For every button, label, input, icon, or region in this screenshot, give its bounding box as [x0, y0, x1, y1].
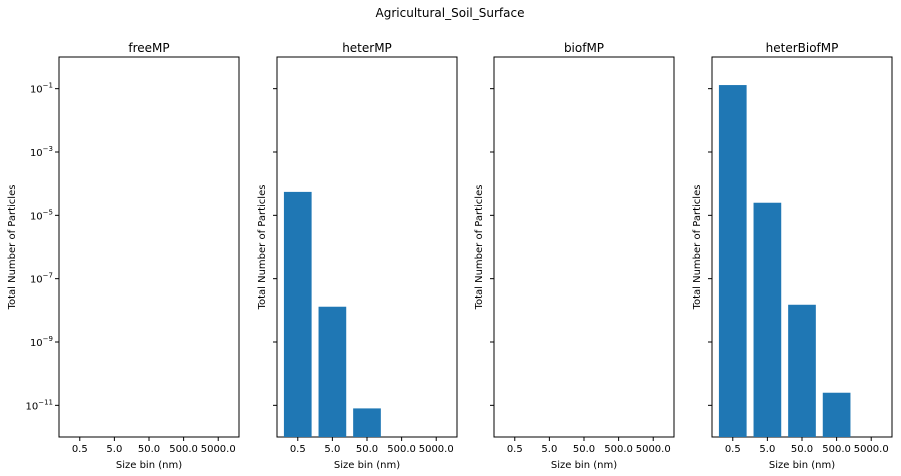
x-tick-label: 50.0 [573, 444, 595, 455]
panel-biofMP: biofMP Size bin (nm) Total Number of Par… [474, 41, 675, 471]
panel-title: freeMP [128, 41, 169, 55]
x-tick-label: 5000.0 [419, 444, 454, 455]
x-axis-label: Size bin (nm) [116, 460, 182, 471]
figure-suptitle: Agricultural_Soil_Surface [376, 6, 525, 20]
x-tick-label: 0.5 [290, 444, 306, 455]
y-axis-label: Total Number of Particles [7, 185, 18, 311]
x-tick-label: 50.0 [138, 444, 160, 455]
panel-heterMP: heterMP Size bin (nm) Total Number of Pa… [257, 41, 458, 471]
panel-title: biofMP [564, 41, 604, 55]
y-tick-label: 10−9 [30, 335, 53, 349]
x-tick-label: 0.5 [72, 444, 88, 455]
panel-title: heterMP [342, 41, 392, 55]
x-tick-label: 5000.0 [636, 444, 671, 455]
x-tick-label: 500.0 [822, 444, 851, 455]
panel-title: heterBiofMP [766, 41, 839, 55]
bar-5_0 [753, 202, 782, 437]
x-tick-label: 0.5 [507, 444, 523, 455]
bar-50_0 [788, 304, 816, 437]
y-axis-label: Total Number of Particles [257, 185, 268, 311]
bar-0_5 [718, 85, 747, 437]
x-axis-label: Size bin (nm) [551, 460, 617, 471]
x-axis-label: Size bin (nm) [334, 460, 400, 471]
y-tick-label: 10−3 [30, 145, 53, 159]
x-tick-label: 5.0 [106, 444, 122, 455]
y-tick-label: 10−5 [30, 208, 53, 222]
x-tick-label: 500.0 [387, 444, 416, 455]
x-tick-label: 50.0 [356, 444, 378, 455]
x-tick-label: 5.0 [759, 444, 775, 455]
bar-0_5 [283, 191, 312, 437]
x-tick-label: 5000.0 [201, 444, 236, 455]
y-axis-label: Total Number of Particles [474, 185, 485, 311]
x-tick-label: 5000.0 [854, 444, 889, 455]
x-tick-label: 500.0 [169, 444, 198, 455]
panel-freeMP: freeMP Size bin (nm) Total Number of Par… [7, 41, 240, 471]
y-tick-label: 10−7 [30, 272, 53, 286]
bar-500_0 [822, 392, 851, 437]
x-tick-label: 500.0 [604, 444, 633, 455]
bar-5_0 [318, 306, 347, 437]
y-axis-label: Total Number of Particles [692, 185, 703, 311]
y-tick-label: 10−11 [25, 398, 53, 412]
bar-50_0 [353, 408, 381, 437]
x-tick-label: 5.0 [324, 444, 340, 455]
x-tick-label: 50.0 [791, 444, 813, 455]
x-tick-label: 0.5 [725, 444, 741, 455]
y-tick-label: 10−1 [30, 82, 53, 96]
panel-heterBiofMP: heterBiofMP Size bin (nm) Total Number o… [692, 41, 893, 471]
x-tick-label: 5.0 [541, 444, 557, 455]
x-axis-label: Size bin (nm) [769, 460, 835, 471]
